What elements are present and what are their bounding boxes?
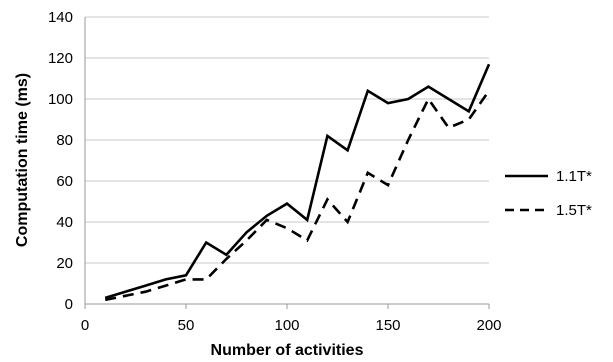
x-tick-label: 200 [476, 317, 501, 334]
legend-label-2: 1.5T* [556, 202, 592, 219]
y-tick-label: 100 [48, 91, 73, 108]
x-tick-labels: 0 50 100 150 200 [81, 304, 502, 334]
x-tick-label: 50 [178, 317, 195, 334]
x-tick-label: 0 [81, 317, 89, 334]
y-tick-label: 140 [48, 9, 73, 26]
legend-label-1: 1.1T* [556, 168, 592, 185]
legend: 1.1T* 1.5T* [505, 168, 592, 219]
x-tick-label: 100 [274, 317, 299, 334]
y-axis-title: Computation time (ms) [14, 73, 31, 247]
y-tick-label: 40 [56, 214, 73, 231]
y-tick-label: 0 [65, 296, 73, 313]
y-tick-label: 60 [56, 173, 73, 190]
y-tick-labels: 0 20 40 60 80 100 120 140 [48, 9, 73, 313]
y-tick-label: 20 [56, 255, 73, 272]
y-tick-label: 80 [56, 132, 73, 149]
series-lines [104, 63, 491, 302]
axes [84, 17, 489, 305]
series-line-1 [104, 63, 491, 300]
series-line-2 [104, 90, 491, 302]
gridlines [85, 16, 489, 264]
y-tick-label: 120 [48, 50, 73, 67]
x-axis-title: Number of activities [211, 342, 364, 359]
x-tick-label: 150 [375, 317, 400, 334]
